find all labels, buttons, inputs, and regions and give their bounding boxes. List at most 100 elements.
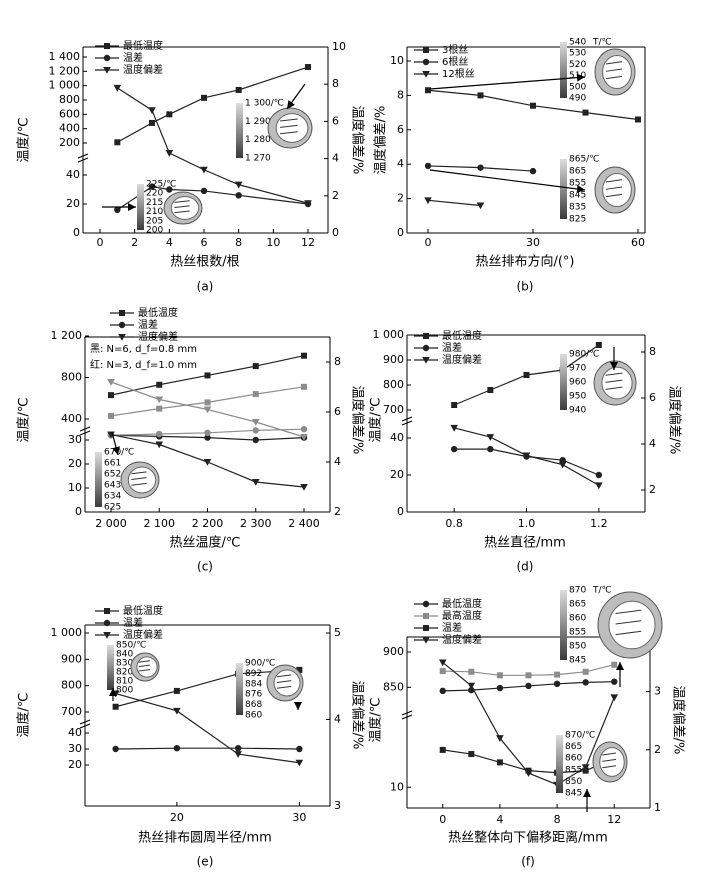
c-series-min-black-point-0 [108, 392, 114, 399]
b-ring2-wire-2 [605, 193, 623, 198]
e-break-a [79, 719, 91, 725]
a-series-dev-point-2 [165, 150, 174, 157]
e-series-min-point-3 [296, 666, 303, 673]
f-cbar1-tick-0: 870 [569, 586, 586, 596]
f-panel-label: (f) [521, 855, 535, 869]
f-ytick-bot-label-0: 10 [390, 780, 404, 793]
e-series-dev-point-2 [234, 751, 242, 758]
b-ytick-label-0: 0 [397, 226, 404, 239]
e-series-min-line [115, 669, 300, 708]
c-series-diff-red-point-4 [300, 426, 308, 433]
d-ytick-right-label-2: 6 [649, 391, 656, 404]
c-series-min-black-point-4 [301, 352, 307, 359]
c-series-dev-black-point-1 [155, 441, 164, 449]
d-ring-wire-2 [605, 386, 623, 390]
c-ylabel-right: 温度偏差/% [350, 386, 366, 455]
e-series-min-point-0 [112, 703, 119, 710]
d-ytick-bot-label-0: 0 [397, 505, 404, 518]
b-legend-label-0: 3根丝 [442, 43, 468, 56]
e-xtick-label-1: 30 [292, 811, 306, 824]
c-xtick-label-0: 2 000 [95, 517, 127, 530]
f-ylabel-right: 温度偏差/% [671, 686, 687, 755]
f-ytick-right-label-2: 3 [654, 685, 661, 698]
e-cbar2-tick-4: 868 [245, 700, 262, 710]
c-series-dev-black-point-3 [251, 479, 260, 486]
c-break-a [79, 426, 91, 432]
e-cbar2-tick-2: 884 [245, 679, 262, 689]
a-ring1-inner [275, 113, 309, 143]
f-series-max-point-5 [582, 668, 589, 675]
f-arrow1-head [616, 662, 624, 670]
b-series-6-point-2 [529, 167, 537, 175]
a-cbar2-tick-0: 225/℃ [146, 180, 176, 190]
a-cbar2-tick-2: 215 [146, 198, 163, 208]
c-legend-label-0: 最低温度 [138, 306, 178, 319]
e-legend-marker-1 [103, 619, 111, 627]
d-ytick-right-label-1: 4 [649, 437, 656, 450]
a-arrow2-head [128, 203, 136, 211]
f-series-min-point-2 [496, 684, 504, 692]
a-ytick-right-label-2: 4 [332, 152, 339, 165]
f-series-max-point-4 [554, 671, 561, 678]
b-series-6-point-0 [424, 162, 432, 170]
e-legend-label-1: 温差 [123, 616, 143, 629]
f-ytick-right-label-0: 1 [654, 801, 661, 814]
e-series-diff-point-1 [173, 745, 181, 752]
d-legend-marker-2 [422, 357, 430, 364]
a-legend-label-2: 温度偏差 [123, 63, 163, 76]
a-series-diff-point-1 [148, 183, 156, 190]
f-legend-label-1: 最高温度 [442, 609, 482, 622]
c-ring-inner [127, 466, 157, 494]
c-arrow-head [112, 446, 120, 455]
a-series-min-point-5 [305, 64, 311, 71]
a-series-min-point-2 [166, 111, 173, 118]
a-xtick-label-5: 10 [266, 236, 280, 249]
a-ytick-bot-label-2: 40 [66, 168, 80, 181]
f-series-dev-point-5 [581, 764, 590, 772]
e-ylabel-right: 温度偏差/% [350, 681, 366, 750]
c-xtick-label-2: 2 200 [192, 517, 224, 530]
e-series-diff-point-3 [296, 745, 303, 753]
f-legend-marker-1 [423, 613, 429, 619]
b-cbar1-tick-1: 530 [569, 49, 586, 59]
a-cbar2-tick-4: 205 [146, 216, 163, 226]
a-ytick-top-label-2: 600 [59, 107, 80, 120]
f-break-b [401, 714, 413, 720]
f-cbar1-bar [560, 590, 567, 660]
b-cbar1-tick-2: 520 [569, 60, 586, 70]
a-ytick-right-label-5: 10 [332, 40, 346, 53]
c-series-dev-red-point-4 [300, 434, 308, 441]
c-ring-wire-2 [131, 482, 147, 486]
c-ytick-top-label-2: 1 200 [51, 329, 83, 342]
b-legend-marker-1 [422, 58, 430, 66]
f-cbar2-tick-2: 860 [565, 754, 582, 764]
b-xlabel: 热丝排布方向/(°) [475, 254, 574, 270]
c-legend-label-2: 温度偏差 [138, 330, 178, 343]
b-ring1-wire-0 [605, 61, 623, 65]
c-ytick-top-label-0: 400 [61, 412, 82, 425]
a-break-b [77, 157, 89, 163]
e-cbar2-tick-3: 876 [245, 690, 262, 700]
c-series-diff-red-point-3 [252, 427, 259, 434]
b-series-3-point-2 [530, 102, 536, 109]
e-cbar1-tick-0: 850/℃ [116, 641, 146, 651]
c-series-min-black-point-1 [156, 381, 163, 388]
c-series-min-black-point-2 [204, 372, 211, 379]
b-legend-marker-2 [422, 71, 430, 78]
f-cbar2-tick-5: 845 [565, 789, 582, 799]
f-series-max-point-6 [611, 661, 618, 668]
d-series-min-point-0 [451, 402, 458, 408]
c-ring-wire-1 [131, 477, 147, 480]
f-cbar2-tick-1: 865 [565, 742, 582, 752]
f-ytick-right-label-1: 2 [654, 743, 661, 756]
e-ring2-wire-0 [276, 674, 292, 678]
c-series-dev-red-point-1 [155, 396, 164, 404]
a-series-min-point-0 [114, 139, 121, 146]
c-ytick-right-label-3: 8 [334, 355, 341, 368]
b-cbar1-bar [560, 42, 567, 98]
b-ring2-wire-0 [605, 179, 623, 183]
a-series-min-point-3 [201, 94, 207, 101]
a-legend-marker-0 [104, 43, 110, 49]
d-ylabel-right: 温度偏差/% [667, 386, 683, 455]
a-xtick-label-2: 4 [166, 236, 173, 249]
